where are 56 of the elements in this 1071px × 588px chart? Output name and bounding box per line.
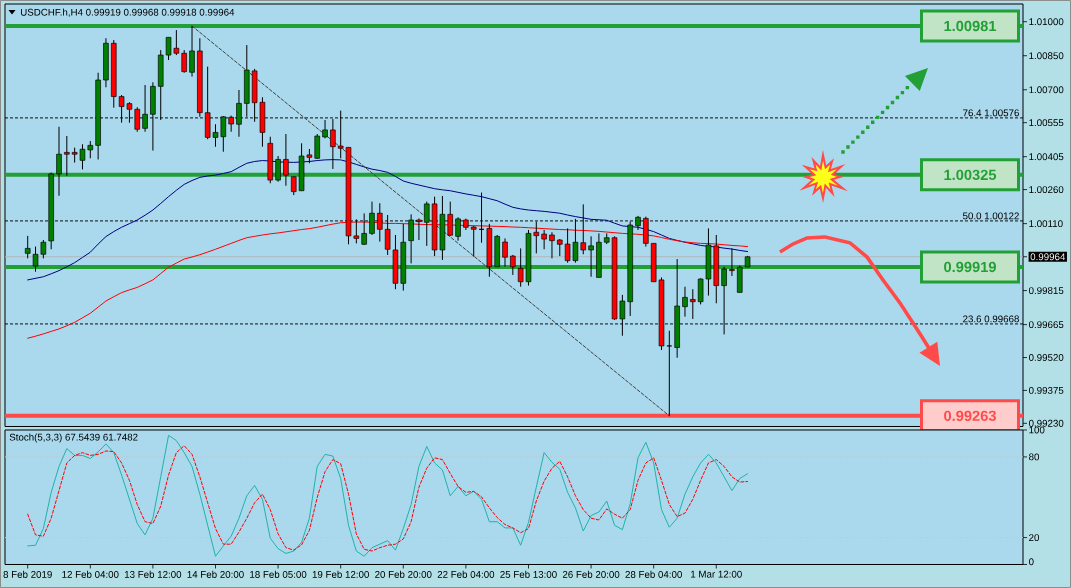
y-tick-label: 1.00555 (1029, 119, 1064, 127)
candlestick (541, 229, 547, 250)
candlestick (549, 231, 555, 259)
y-tick-label: 1.00405 (1029, 153, 1064, 161)
candlestick (470, 225, 477, 258)
ref-line-label: 0.99263 (944, 410, 996, 422)
candlestick (588, 235, 594, 278)
candlestick (181, 49, 187, 74)
x-tick-label: 13 Feb 12:00 (124, 570, 182, 578)
candlestick (275, 155, 281, 183)
y-tick-label: 20 (1029, 534, 1040, 542)
x-tick-label: 26 Feb 20:00 (562, 570, 620, 578)
y-tick-label: 0.99520 (1028, 354, 1064, 361)
candlestick (690, 288, 696, 320)
y-tick-label: 0.99815 (1028, 287, 1064, 295)
y-tick-label: 1.00850 (1029, 52, 1064, 60)
candlestick (666, 330, 673, 417)
x-tick-label: 20 Feb 20:00 (375, 570, 432, 578)
y-tick-label: 1.01000 (1029, 18, 1064, 26)
x-tick-label: 28 Feb 04:00 (625, 570, 682, 578)
x-tick-label: 14 Feb 20:00 (187, 570, 244, 578)
candlestick (56, 126, 62, 197)
candlestick (502, 237, 508, 268)
candlestick (189, 25, 195, 78)
candlestick (314, 133, 320, 160)
y-tick-label: 0.99964 (1030, 253, 1066, 261)
x-tick-label: 12 Feb 04:00 (62, 570, 119, 578)
x-tick-label: 1 Mar 12:00 (691, 570, 742, 578)
y-tick-label: 80 (1029, 453, 1040, 461)
chart-title: Stoch(5,3,3) 67.5439 61.7482 (9, 433, 138, 443)
ref-line-label: 1.00325 (944, 169, 997, 181)
ref-line-label: 0.99919 (944, 261, 996, 273)
y-tick-label: 0 (1028, 558, 1034, 566)
x-tick-label: 8 Feb 2019 (3, 570, 52, 578)
x-tick-label: 19 Feb 12:00 (312, 570, 369, 578)
candlestick (682, 286, 688, 318)
ref-line-label: 1.00981 (944, 20, 997, 32)
y-tick-label: 0.99665 (1028, 321, 1064, 329)
chart-title: USDCHF.h,H4 0.99919 0.99968 0.99918 0.99964 (20, 8, 235, 17)
candlestick (64, 135, 70, 177)
candlestick (330, 118, 336, 170)
ref-line-label: 76.4 1.00576 (963, 109, 1019, 117)
candlestick (283, 133, 289, 187)
y-tick-label: 1.00700 (1029, 86, 1064, 94)
x-tick-label: 25 Feb 13:00 (500, 570, 557, 578)
y-tick-label: 1.00110 (1029, 220, 1063, 228)
ref-line-label: 50.0 1.00122 (962, 212, 1019, 220)
y-tick-label: 0.99230 (1028, 419, 1064, 427)
x-tick-label: 18 Feb 05:00 (250, 570, 307, 578)
y-tick-label: 0.99375 (1028, 386, 1064, 394)
ref-line-label: 23.6 0.99668 (963, 315, 1019, 323)
candlestick (729, 247, 735, 277)
y-tick-label: 100 (1029, 426, 1045, 434)
x-tick-label: 22 Feb 04:00 (437, 570, 495, 578)
candlestick (24, 235, 31, 259)
y-tick-label: 1.00260 (1029, 186, 1064, 194)
